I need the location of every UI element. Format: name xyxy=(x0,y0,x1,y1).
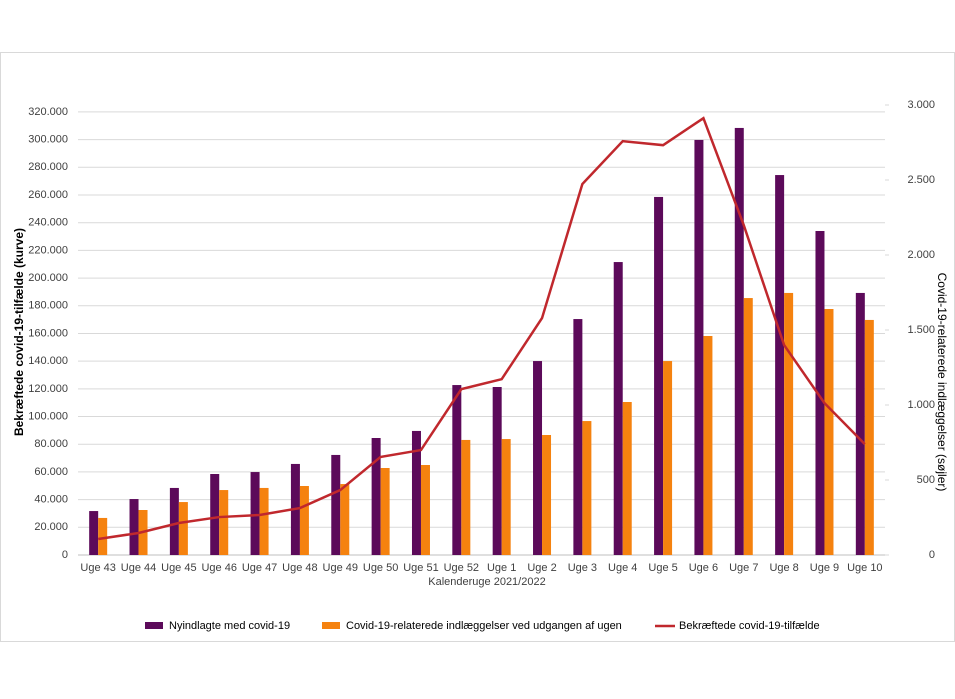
y-tick-label: 320.000 xyxy=(28,106,68,118)
bar xyxy=(380,468,390,555)
bar xyxy=(98,517,108,555)
bar xyxy=(250,472,260,555)
y2-tick-label: 0 xyxy=(929,549,935,561)
bar xyxy=(501,439,511,555)
y-tick-label: 220.000 xyxy=(28,244,68,256)
y-tick-label: 300.000 xyxy=(28,134,68,146)
bar xyxy=(824,309,834,555)
x-tick-label: Uge 10 xyxy=(847,562,882,574)
x-tick-label: Uge 7 xyxy=(729,562,758,574)
bar xyxy=(573,319,583,555)
bar xyxy=(461,439,471,555)
x-tick-label: Uge 5 xyxy=(648,562,677,574)
bar xyxy=(654,196,664,555)
y-tick-label: 20.000 xyxy=(34,521,68,533)
x-tick-label: Uge 1 xyxy=(487,562,516,574)
y-tick-label: 120.000 xyxy=(28,383,68,395)
bar xyxy=(855,292,865,555)
y-tick-label: 180.000 xyxy=(28,300,68,312)
bar xyxy=(452,385,462,555)
bar xyxy=(331,454,341,555)
x-tick-label: Uge 3 xyxy=(568,562,597,574)
bar xyxy=(734,127,744,555)
bar xyxy=(129,499,139,555)
y2-tick-label: 2.500 xyxy=(907,174,935,186)
bar xyxy=(259,487,269,555)
x-tick-label: Uge 9 xyxy=(810,562,839,574)
x-tick-label: Uge 51 xyxy=(403,562,438,574)
x-tick-label: Uge 44 xyxy=(121,562,156,574)
bar xyxy=(299,486,309,555)
y-tick-label: 160.000 xyxy=(28,327,68,339)
y2-tick-label: 1.500 xyxy=(907,324,935,336)
y-tick-label: 0 xyxy=(62,549,68,561)
bar xyxy=(340,484,350,555)
bar xyxy=(622,402,632,555)
x-tick-label: Uge 52 xyxy=(444,562,479,574)
y2-tick-label: 2.000 xyxy=(907,249,935,261)
y2-axis-title: Covid-19-relaterede indlæggelser (søjler… xyxy=(935,273,949,492)
bar xyxy=(542,435,552,555)
y-tick-label: 200.000 xyxy=(28,272,68,284)
x-tick-label: Uge 46 xyxy=(201,562,236,574)
x-tick-label: Uge 43 xyxy=(80,562,115,574)
y2-tick-label: 1.000 xyxy=(907,399,935,411)
x-tick-label: Uge 45 xyxy=(161,562,196,574)
y-tick-label: 260.000 xyxy=(28,189,68,201)
x-tick-label: Uge 49 xyxy=(323,562,358,574)
y-axis-title: Bekræftede covid-19-tilfælde (kurve) xyxy=(12,228,26,436)
bar xyxy=(864,319,874,555)
bar xyxy=(784,292,794,555)
y-tick-label: 60.000 xyxy=(34,466,68,478)
x-tick-label: Uge 48 xyxy=(282,562,317,574)
x-tick-label: Uge 50 xyxy=(363,562,398,574)
x-tick-label: Uge 6 xyxy=(689,562,718,574)
legend-label: Covid-19-relaterede indlæggelser ved udg… xyxy=(346,620,622,632)
x-tick-label: Uge 47 xyxy=(242,562,277,574)
bar xyxy=(411,430,421,555)
y-tick-label: 240.000 xyxy=(28,217,68,229)
bar xyxy=(533,361,543,555)
bar xyxy=(178,502,188,555)
bar xyxy=(169,487,179,555)
bar xyxy=(210,474,220,555)
bar xyxy=(663,361,673,555)
x-tick-label: Uge 8 xyxy=(769,562,798,574)
bar xyxy=(89,511,99,555)
y-tick-label: 280.000 xyxy=(28,161,68,173)
x-tick-label: Uge 2 xyxy=(527,562,556,574)
bar xyxy=(613,262,623,555)
bar xyxy=(492,387,502,555)
y2-tick-label: 500 xyxy=(917,474,935,486)
y-tick-label: 100.000 xyxy=(28,410,68,422)
y-tick-label: 140.000 xyxy=(28,355,68,367)
bar xyxy=(743,298,753,555)
bar xyxy=(815,231,825,555)
legend-label: Bekræftede covid-19-tilfælde xyxy=(679,620,820,632)
legend-swatch xyxy=(145,622,163,629)
y-tick-label: 40.000 xyxy=(34,494,68,506)
x-tick-label: Uge 4 xyxy=(608,562,637,574)
bar xyxy=(582,421,592,555)
bar xyxy=(694,139,704,555)
legend-label: Nyindlagte med covid-19 xyxy=(169,620,290,632)
legend-swatch xyxy=(322,622,340,629)
bar xyxy=(775,175,785,556)
bar xyxy=(219,490,229,555)
bar xyxy=(703,336,713,555)
y2-tick-label: 3.000 xyxy=(907,99,935,111)
x-axis-title: Kalenderuge 2021/2022 xyxy=(428,576,545,588)
line xyxy=(97,116,866,541)
bar xyxy=(371,438,381,555)
chart-border xyxy=(0,52,955,642)
y-tick-label: 80.000 xyxy=(34,438,68,450)
bar xyxy=(420,465,430,555)
